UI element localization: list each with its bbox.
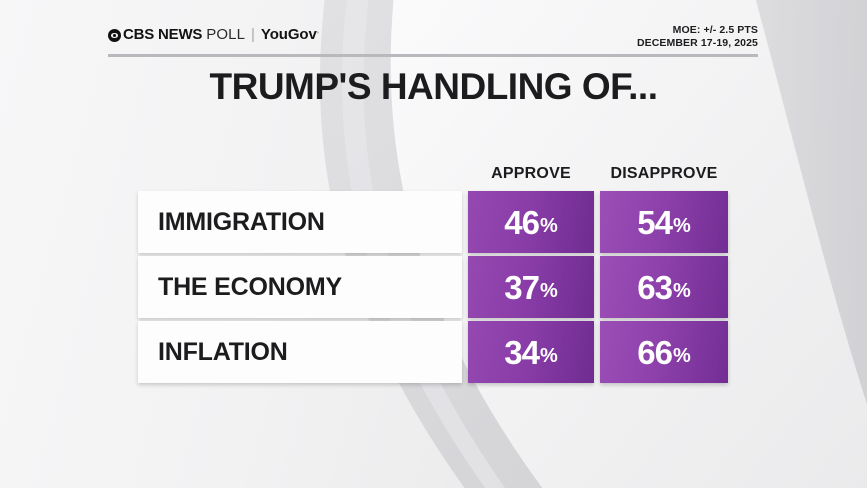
table-row: THE ECONOMY 37 % 63 % [138, 256, 728, 318]
row-label-cell: IMMIGRATION [138, 191, 462, 253]
brand-separator: | [251, 26, 255, 43]
row-label: THE ECONOMY [158, 272, 342, 301]
poll-date: DECEMBER 17-19, 2025 [636, 36, 758, 49]
column-header-approve: APPROVE [491, 165, 571, 182]
header-divider [108, 54, 758, 57]
approve-value: 34 [504, 333, 540, 371]
disapprove-value-cell: 54 % [600, 191, 728, 253]
row-label: IMMIGRATION [158, 207, 325, 236]
approve-value-cell: 46 % [468, 191, 594, 253]
brand-yougov: YouGov [260, 26, 317, 43]
approve-value-cell: 34 % [468, 321, 594, 383]
approve-value-cell: 37 % [468, 256, 594, 318]
row-label: INFLATION [158, 337, 288, 366]
percent-sign: % [672, 280, 691, 302]
table-row: INFLATION 34 % 66 % [138, 321, 728, 383]
disapprove-value: 66 [637, 333, 673, 371]
trademark-mark: ° [316, 31, 320, 38]
margin-of-error: MOE: +/- 2.5 PTS [672, 24, 758, 36]
column-header-disapprove: DISAPPROVE [610, 165, 718, 182]
disapprove-value-cell: 66 % [600, 321, 728, 383]
disapprove-value: 63 [637, 268, 673, 306]
percent-sign: % [672, 345, 691, 367]
percent-sign: % [539, 280, 558, 302]
disapprove-value-cell: 63 % [600, 256, 728, 318]
brand-cbs-news: CBS NEWS [123, 26, 203, 43]
table-row: IMMIGRATION 46 % 54 % [138, 191, 728, 253]
page-title: TRUMP'S HANDLING OF... [209, 66, 658, 107]
percent-sign: % [539, 215, 558, 237]
brand-logo: CBS NEWS POLL | YouGov ° [108, 26, 319, 43]
results-table: IMMIGRATION 46 % 54 % THE ECONOMY 37 % 6… [138, 191, 728, 383]
percent-sign: % [672, 215, 691, 237]
approve-value: 46 [504, 203, 540, 241]
poll-meta: MOE: +/- 2.5 PTS DECEMBER 17-19, 2025 [637, 24, 758, 50]
row-label-cell: INFLATION [138, 321, 462, 383]
cbs-eye-icon [108, 29, 121, 42]
approve-value: 37 [504, 268, 540, 306]
header: CBS NEWS POLL | YouGov ° MOE: +/- 2.5 PT… [108, 24, 758, 56]
disapprove-value: 54 [637, 203, 673, 241]
row-label-cell: THE ECONOMY [138, 256, 462, 318]
percent-sign: % [539, 345, 558, 367]
column-headers: APPROVE DISAPPROVE [468, 165, 728, 187]
brand-poll: POLL [206, 26, 246, 43]
